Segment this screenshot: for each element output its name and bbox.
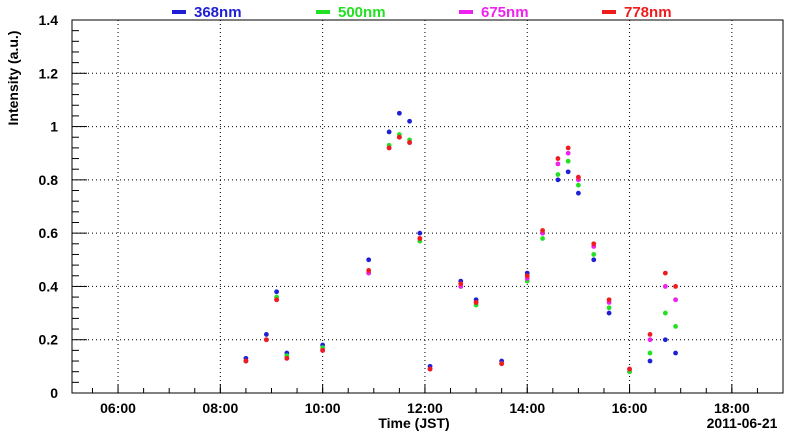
y-tick-label: 0.4 xyxy=(39,278,59,294)
x-axis-title: Time (JST) xyxy=(378,415,449,431)
data-point xyxy=(673,323,678,329)
x-tick-label: 14:00 xyxy=(509,400,545,416)
data-point xyxy=(499,361,505,367)
data-point xyxy=(673,297,678,303)
data-point xyxy=(591,257,597,263)
data-point xyxy=(662,284,668,289)
data-point xyxy=(540,228,545,233)
date-label: 2011-06-21 xyxy=(707,415,778,431)
data-point xyxy=(540,236,545,241)
data-point xyxy=(606,310,612,316)
data-point xyxy=(396,110,402,116)
legend-label: 778nm xyxy=(624,4,672,21)
data-point xyxy=(386,145,392,151)
y-tick-label: 0.2 xyxy=(39,332,59,348)
data-point xyxy=(473,300,479,305)
data-points xyxy=(243,110,678,375)
data-point xyxy=(591,241,597,247)
data-point xyxy=(647,350,653,356)
y-tick-label: 0.6 xyxy=(39,225,59,241)
data-point xyxy=(591,252,597,257)
legend-label: 368nm xyxy=(194,4,242,21)
data-point xyxy=(673,350,678,356)
data-point xyxy=(320,347,326,353)
data-point xyxy=(565,158,571,164)
data-point xyxy=(366,268,372,273)
data-point xyxy=(555,156,561,161)
data-point xyxy=(524,273,530,279)
data-point xyxy=(407,140,412,145)
data-point xyxy=(427,366,433,372)
data-point xyxy=(555,161,561,167)
data-point xyxy=(662,270,668,276)
legend-label: 500nm xyxy=(338,4,386,21)
plot-frame xyxy=(71,19,784,394)
x-tick-label: 18:00 xyxy=(714,400,750,416)
data-point xyxy=(673,284,678,289)
data-point xyxy=(407,118,412,124)
y-tick-label: 0 xyxy=(50,385,58,401)
data-point xyxy=(647,358,653,364)
y-tick-label: 0.8 xyxy=(39,172,59,188)
data-point xyxy=(662,310,668,316)
axis-ticks: 06:00 08:00 10:00 12:00 14:00 16:00 18:00 0 0.2 0… xyxy=(39,12,784,416)
data-point xyxy=(575,190,581,196)
data-point xyxy=(284,355,290,361)
data-point xyxy=(565,145,571,151)
data-point xyxy=(647,337,653,343)
x-tick-label: 08:00 xyxy=(202,400,238,416)
data-point xyxy=(458,281,464,287)
y-tick-label: 1.4 xyxy=(39,12,59,28)
data-point xyxy=(555,177,561,183)
data-point xyxy=(386,129,392,135)
y-tick-label: 1.2 xyxy=(39,65,59,81)
data-point xyxy=(263,331,269,337)
data-point xyxy=(417,230,423,236)
x-tick-label: 10:00 xyxy=(305,400,341,416)
x-tick-label: 12:00 xyxy=(407,400,443,416)
data-point xyxy=(606,305,612,311)
data-point xyxy=(555,172,561,177)
data-point xyxy=(565,150,571,156)
data-point xyxy=(263,337,269,343)
data-point xyxy=(575,182,581,188)
data-point xyxy=(606,297,612,303)
data-point xyxy=(647,331,653,337)
data-point xyxy=(243,358,249,364)
data-point xyxy=(565,169,571,175)
data-point xyxy=(417,236,423,241)
legend: 368nm 500nm 675nm 778nm xyxy=(172,4,672,21)
data-point xyxy=(274,297,280,303)
data-point xyxy=(366,257,372,263)
data-point xyxy=(575,174,581,180)
y-tick-label: 1 xyxy=(50,119,58,135)
x-tick-label: 16:00 xyxy=(612,400,648,416)
data-point xyxy=(662,337,668,343)
data-point xyxy=(274,289,280,295)
x-tick-label: 06:00 xyxy=(100,400,136,416)
legend-label: 675nm xyxy=(481,4,529,21)
y-axis-title: Intensity (a.u.) xyxy=(5,31,21,126)
data-point xyxy=(396,134,402,140)
data-point xyxy=(627,366,632,372)
